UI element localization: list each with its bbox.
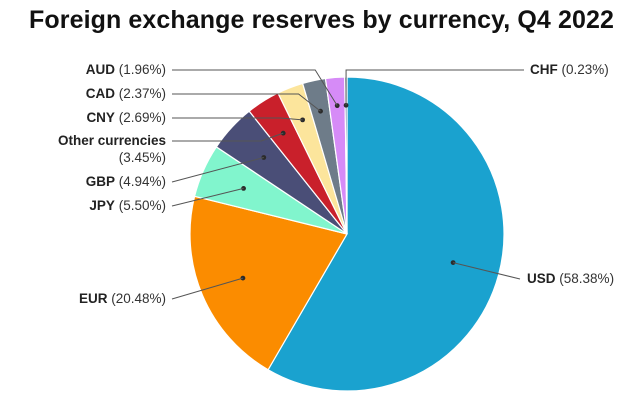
slice-label-usd: USD (58.38%): [527, 271, 614, 286]
slice-percent-aud: (1.96%): [119, 62, 166, 77]
slice-name-jpy: JPY: [89, 198, 115, 213]
leader-dot-eur: [240, 275, 246, 281]
slice-name-usd: USD: [527, 271, 556, 286]
leader-line-aud: [172, 69, 338, 106]
slice-percent-chf: (0.23%): [562, 62, 609, 77]
slice-label-gbp: GBP (4.94%): [86, 174, 166, 189]
slice-name-eur: EUR: [79, 291, 108, 306]
slice-label-aud: AUD (1.96%): [86, 62, 166, 77]
slice-name-cad: CAD: [86, 86, 115, 101]
leader-line-other-currencies: [172, 132, 284, 142]
slice-label-other-currencies: Other currencies (3.45%): [58, 133, 166, 165]
slice-name-chf: CHF: [530, 62, 558, 77]
slice-percent-other-currencies: (3.45%): [119, 150, 166, 165]
pie-slice-eur: [189, 195, 348, 371]
pie-slice-usd: [267, 76, 505, 392]
slice-percent-usd: (58.38%): [559, 271, 614, 286]
leader-line-usd: [452, 262, 521, 280]
slice-label-cny: CNY (2.69%): [86, 110, 166, 125]
slice-percent-cny: (2.69%): [119, 110, 166, 125]
leader-line-jpy: [171, 187, 244, 207]
slice-name-aud: AUD: [86, 62, 115, 77]
leader-line-gbp: [171, 157, 264, 183]
slice-percent-eur: (20.48%): [111, 291, 166, 306]
slice-label-eur: EUR (20.48%): [79, 291, 166, 306]
slice-label-jpy: JPY (5.50%): [89, 198, 166, 213]
slice-name-gbp: GBP: [86, 174, 115, 189]
slice-percent-gbp: (4.94%): [119, 174, 166, 189]
slice-percent-cad: (2.37%): [119, 86, 166, 101]
leader-line-cad: [172, 93, 321, 112]
chart-title: Foreign exchange reserves by currency, Q…: [29, 6, 614, 34]
leader-line-eur: [171, 277, 244, 300]
slice-name-cny: CNY: [86, 110, 115, 125]
slice-label-cad: CAD (2.37%): [86, 86, 166, 101]
pie-slices: [189, 76, 505, 392]
slice-label-chf: CHF (0.23%): [530, 62, 609, 77]
slice-percent-jpy: (5.50%): [119, 198, 166, 213]
slice-name-other-currencies: Other currencies: [58, 133, 166, 148]
leader-line-chf: [345, 69, 524, 106]
leader-lines: [171, 69, 524, 300]
leader-line-cny: [172, 117, 303, 121]
slice-labels: USD (58.38%) EUR (20.48%) JPY (5.50%) GBP (…: [58, 62, 614, 306]
